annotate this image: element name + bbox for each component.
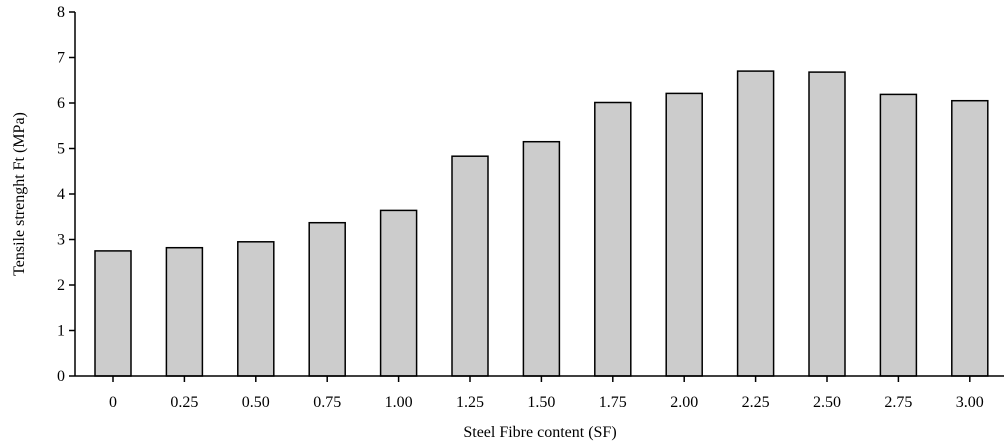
x-tick-label: 0.25 [170,394,198,411]
bar-0 [94,250,132,377]
y-tick-label: 5 [57,141,65,158]
x-tick-label: 2.50 [813,394,841,411]
x-tick-label: 1.00 [385,394,413,411]
y-tick-label: 3 [57,232,65,249]
x-tick-label: 0.50 [242,394,270,411]
bar-2.00 [665,92,703,377]
y-axis-title: Tensile strenght Ft (MPa) [11,112,28,276]
y-tick-label: 8 [57,4,65,21]
bar-2.75 [879,93,918,377]
x-tick-label: 0 [109,394,117,411]
y-tick-label: 6 [57,95,65,112]
bar-1.50 [522,140,561,377]
x-tick-label: 3.00 [956,394,984,411]
bar-2.50 [808,71,846,377]
bar-2.25 [736,70,775,377]
x-tick-label: 0.75 [313,394,341,411]
y-tick-label: 4 [57,186,65,203]
bar-1.75 [594,101,632,377]
x-tick-label: 2.00 [670,394,698,411]
bar-3.00 [951,99,989,377]
y-tick-label: 2 [57,277,65,294]
x-tick-label: 2.75 [884,394,912,411]
x-tick-label: 1.25 [456,394,484,411]
y-tick-label: 1 [57,323,65,340]
bar-1.25 [451,155,489,377]
x-tick-label: 1.75 [599,394,627,411]
bar-0.75 [308,221,346,377]
y-tick-label: 0 [57,368,65,385]
x-axis-title: Steel Fibre content (SF) [463,424,616,441]
x-tick-label: 1.50 [527,394,555,411]
bars-group [94,70,989,377]
bar-0.50 [237,241,275,377]
bar-1.00 [379,209,418,377]
x-tick-label: 2.25 [742,394,770,411]
y-ticks-group: 0 1 2 3 4 5 6 7 8 [57,4,75,385]
y-tick-label: 7 [57,50,65,67]
x-ticks-group: 0 0.25 0.50 0.75 1.00 1.25 1.50 1.75 2.00 2.25 2.5… [109,376,984,411]
bar-0.25 [165,246,204,377]
